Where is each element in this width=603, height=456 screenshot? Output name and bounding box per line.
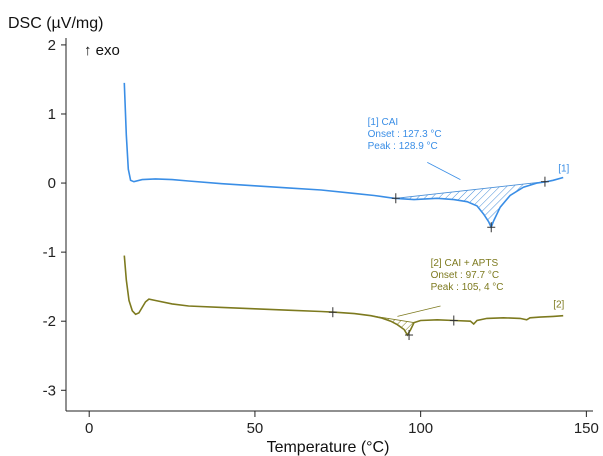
y-axis-title: DSC (µV/mg) — [8, 15, 103, 32]
annotation-line: Onset : 97.7 °C — [431, 270, 499, 281]
y-tick-label: 2 — [48, 37, 56, 54]
x-tick-label: 100 — [408, 420, 433, 437]
series-end-label: [1] — [558, 163, 569, 174]
annotation-line: Peak : 105, 4 °C — [431, 282, 504, 293]
x-axis-title: Temperature (°C) — [267, 439, 390, 456]
y-tick-label: -3 — [43, 382, 56, 399]
annotation-line: Onset : 127.3 °C — [368, 129, 442, 140]
annotation-line: Peak : 128.9 °C — [368, 141, 438, 152]
annotation-line: [1] CAI — [368, 117, 399, 128]
dsc-curve — [123, 82, 564, 230]
dsc-curves: [1] [2] — [123, 82, 570, 341]
exo-direction-label: ↑ exo — [84, 42, 120, 59]
y-tick-label: 1 — [48, 106, 56, 123]
y-tick-label: -2 — [43, 313, 56, 330]
annotation-leader — [427, 161, 461, 180]
peak-hatch-area — [370, 315, 415, 336]
annotation-leader — [397, 305, 441, 317]
x-tick-label: 50 — [247, 420, 264, 437]
axis-ticks: 0 50 100 150 2 1 0 -1 -2 -3 — [43, 37, 599, 437]
dsc-curve — [123, 255, 564, 337]
y-tick-label: 0 — [48, 175, 56, 192]
annotation-line: [2] CAI + APTS — [431, 258, 499, 269]
x-tick-label: 150 — [574, 420, 599, 437]
x-tick-label: 0 — [85, 420, 93, 437]
y-tick-label: -1 — [43, 244, 56, 261]
series-end-label: [2] — [553, 299, 564, 310]
